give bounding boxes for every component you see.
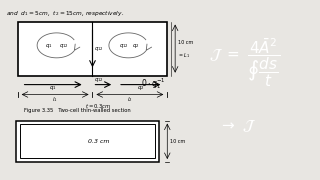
Text: $\rightarrow\ \mathcal{J}$: $\rightarrow\ \mathcal{J}$ [219,118,257,134]
Text: $l_2$: $l_2$ [127,95,133,104]
Text: $q_{12}$: $q_{12}$ [118,42,128,50]
Text: $q_{12}$: $q_{12}$ [94,45,104,53]
Bar [16,121,159,162]
Text: $\mathcal{J}\ =\ \dfrac{4\bar{A}^2}{\oint \dfrac{ds}{t}}$: $\mathcal{J}\ =\ \dfrac{4\bar{A}^2}{\oin… [209,37,280,89]
Text: Figure 3.35   Two-cell thin-walled section: Figure 3.35 Two-cell thin-walled section [24,108,130,113]
Text: $q_2$: $q_2$ [137,84,145,92]
Text: $q_1$: $q_1$ [45,42,52,50]
Text: and  $d_1 = 5cm$,  $t_2 = 15cm$, respectively.: and $d_1 = 5cm$, $t_2 = 15cm$, respectiv… [6,9,124,18]
Text: $q_1$: $q_1$ [49,84,57,92]
Text: 10 cm: 10 cm [178,40,193,45]
Bar [20,124,156,158]
Text: $l_1$: $l_1$ [52,95,58,104]
Text: $0 \cdot q_1^{-1}$: $0 \cdot q_1^{-1}$ [141,76,166,91]
Text: 10 cm: 10 cm [170,139,186,144]
Text: $= L_1$: $= L_1$ [178,51,191,60]
Text: $q_2$: $q_2$ [132,42,140,50]
Text: $q_{12}$: $q_{12}$ [94,76,104,84]
Text: 0.3 cm: 0.3 cm [88,139,110,144]
Text: $t = 0.3cm$: $t = 0.3cm$ [85,102,112,110]
Text: $q_{12}$: $q_{12}$ [59,42,68,50]
Bar [18,22,167,76]
